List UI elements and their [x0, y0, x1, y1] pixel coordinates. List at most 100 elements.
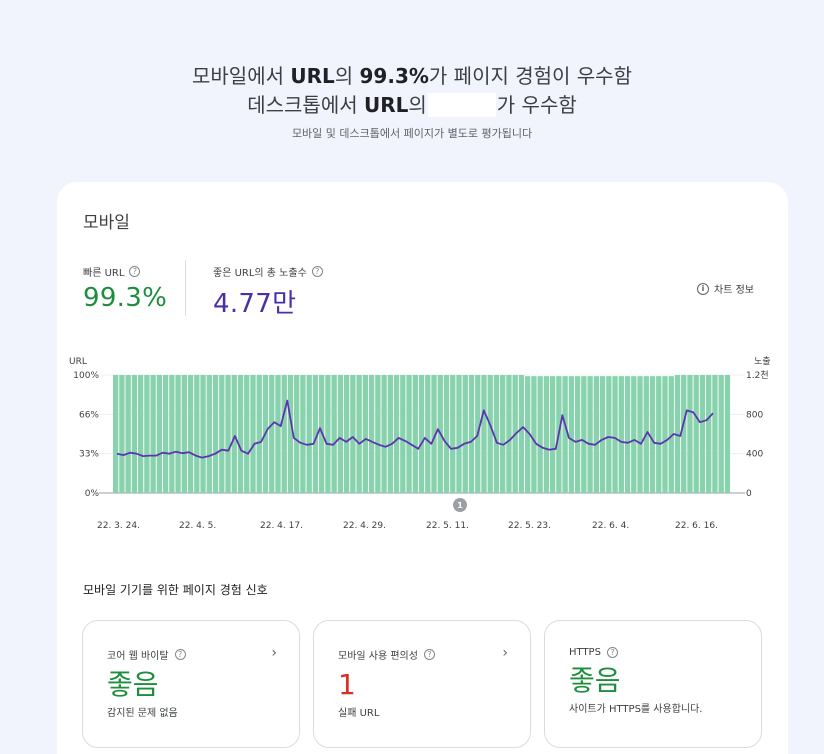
chart-bar [231, 375, 237, 493]
signal-card-https: HTTPS? 좋음 사이트가 HTTPS를 사용합니다. [544, 620, 762, 748]
left-axis-title: URL [69, 357, 87, 367]
chart-bar [194, 375, 200, 493]
signal-sub: 감지된 문제 없음 [107, 708, 178, 719]
chart-bar [162, 375, 169, 493]
chart-bar [631, 376, 637, 493]
chart-bar [712, 375, 718, 493]
chart-bar [312, 375, 319, 493]
right-axis-title: 노출 [754, 356, 771, 367]
chart-bar [624, 376, 631, 493]
chart-info-label: 차트 정보 [714, 285, 754, 296]
header-subtitle: 모바일 및 데스크톱에서 페이지가 별도로 평가됩니다 [291, 127, 533, 140]
chart-bar [443, 375, 450, 493]
right-tick-label: 1.2천 [746, 370, 769, 381]
chart-bar [450, 375, 456, 493]
card-title: 모바일 [83, 213, 130, 233]
x-tick-label: 22. 5. 11. [426, 521, 469, 531]
chart-bar [144, 375, 150, 493]
chart-bar [381, 375, 387, 493]
help-circle-icon[interactable]: ? [129, 266, 141, 277]
chart-bar [518, 375, 525, 493]
chart-bar [724, 375, 731, 493]
redacted-value [427, 93, 496, 117]
chart-bar [525, 376, 531, 493]
urls-impressions-chart: URL 노출 0% 33% 66% 100% 0 400 800 1.2천 1 22. 3. 24. 2… [69, 356, 771, 531]
chart-bar [481, 375, 487, 493]
desktop-headline: 데스크톱에서 URL의 가 우수함 [247, 93, 577, 117]
x-tick-label: 22. 5. 23. [508, 521, 551, 531]
right-tick-label: 0 [746, 489, 752, 499]
chart-bar [593, 376, 600, 493]
signal-label: 모바일 사용 편의성 [338, 651, 418, 662]
chart-bar [687, 375, 693, 493]
chart-bar [468, 375, 475, 493]
chart-bar [237, 375, 244, 493]
signal-value: 좋음 [569, 664, 621, 697]
chart-bar [581, 376, 587, 493]
left-tick-label: 33% [79, 450, 99, 460]
annotation-label: 1 [457, 501, 463, 510]
chart-bar [637, 376, 643, 493]
chart-bar [256, 375, 262, 493]
chart-bar [699, 375, 706, 493]
chart-bar [649, 376, 656, 493]
chart-bar [306, 375, 312, 493]
chart-bar [113, 375, 119, 493]
signal-sub: 실패 URL [338, 708, 380, 719]
help-circle-icon[interactable]: ? [606, 647, 618, 658]
chart-bar [125, 375, 131, 493]
signal-value: 좋음 [107, 668, 159, 701]
chart-bar [343, 375, 350, 493]
metric-fast-urls[interactable]: 빠른 URL? 99.3% [83, 264, 167, 313]
metric-impr-label: 좋은 URL의 총 노출수 [213, 268, 307, 279]
chart-bar [287, 375, 294, 493]
chart-bar [674, 375, 681, 493]
chart-bar [425, 375, 431, 493]
chart-bar [300, 375, 306, 493]
signal-card-core-web-vitals[interactable]: 코어 웹 바이탈? › 좋음 감지된 문제 없음 [82, 620, 300, 748]
chart-bar [681, 375, 687, 493]
page-header: 모바일에서 URL의 99.3%가 페이지 경험이 우수함 데스크톱에서 URL… [0, 62, 824, 141]
chart-bar [487, 375, 493, 493]
annotation-marker [453, 498, 467, 512]
help-circle-icon[interactable]: ? [311, 266, 323, 277]
metric-fast-label: 빠른 URL [83, 268, 125, 279]
right-tick-label: 800 [746, 410, 763, 420]
signal-value: 1 [338, 668, 356, 701]
chart-bar [412, 375, 418, 493]
chart-bar [668, 376, 674, 493]
impressions-line [116, 399, 714, 459]
chart-bar [406, 375, 412, 493]
chart-bar [393, 375, 400, 493]
chevron-right-icon[interactable]: › [502, 645, 508, 661]
chart-bar [281, 375, 287, 493]
help-circle-icon[interactable]: ? [174, 649, 186, 660]
signal-card-mobile-usability[interactable]: 모바일 사용 편의성? › 1 실패 URL [313, 620, 531, 748]
signal-label: HTTPS [569, 647, 601, 658]
chart-bar [368, 375, 375, 493]
info-circle-icon: i [697, 282, 710, 295]
chart-bar [543, 376, 550, 493]
x-tick-label: 22. 4. 29. [343, 521, 386, 531]
chart-bar [456, 375, 462, 493]
chart-bar [212, 375, 219, 493]
chart-bar [537, 376, 543, 493]
mobile-headline: 모바일에서 URL의 99.3%가 페이지 경험이 우수함 [192, 64, 632, 88]
chart-bar [587, 376, 593, 493]
chart-bar [549, 376, 556, 493]
chart-bar [531, 376, 537, 493]
metric-impressions[interactable]: 좋은 URL의 총 노출수? 4.77만 [213, 264, 323, 320]
chart-info-button[interactable]: i 차트 정보 [697, 281, 754, 296]
help-circle-icon[interactable]: ? [423, 649, 435, 660]
chart-bar [294, 375, 300, 493]
chart-bar [706, 375, 712, 493]
chart-bar [618, 376, 624, 493]
chart-bar [175, 375, 181, 493]
chart-bar [400, 375, 406, 493]
chart-bar [599, 376, 606, 493]
chevron-right-icon[interactable]: › [271, 645, 277, 661]
chart-bar [656, 376, 662, 493]
chart-bar [693, 375, 699, 493]
chart-bar [325, 375, 331, 493]
chart-bar [156, 375, 163, 493]
